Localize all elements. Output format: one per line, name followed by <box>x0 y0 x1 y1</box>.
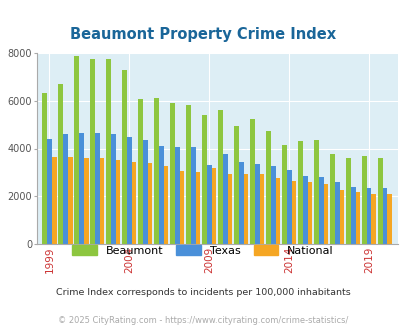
Bar <box>291 181 296 244</box>
Bar <box>227 174 232 244</box>
Bar <box>51 157 56 244</box>
Bar <box>371 194 375 244</box>
Bar <box>63 134 68 244</box>
Bar <box>307 182 311 244</box>
Bar <box>355 191 359 244</box>
Bar <box>217 110 222 244</box>
Bar <box>115 160 120 244</box>
Bar <box>222 154 227 244</box>
Bar <box>265 131 270 244</box>
Bar <box>249 118 254 244</box>
Bar <box>143 140 147 244</box>
Bar <box>74 56 79 244</box>
Bar <box>275 179 280 244</box>
Bar <box>153 98 158 244</box>
Legend: Beaumont, Texas, National: Beaumont, Texas, National <box>68 241 337 260</box>
Bar <box>329 154 334 244</box>
Bar <box>334 182 339 244</box>
Bar <box>185 106 190 244</box>
Bar <box>158 146 163 244</box>
Bar <box>286 170 291 244</box>
Bar <box>211 168 216 244</box>
Bar <box>339 190 343 244</box>
Bar <box>350 187 355 244</box>
Bar <box>254 164 259 244</box>
Bar <box>79 133 83 244</box>
Bar <box>323 184 328 244</box>
Bar <box>233 126 238 244</box>
Bar <box>122 70 126 244</box>
Bar <box>175 147 179 244</box>
Bar <box>202 115 206 244</box>
Bar <box>42 93 47 244</box>
Bar <box>361 156 366 244</box>
Bar <box>58 84 63 244</box>
Bar <box>386 194 391 244</box>
Bar <box>131 162 136 244</box>
Bar <box>179 171 184 244</box>
Bar <box>95 133 100 244</box>
Bar <box>163 166 168 244</box>
Bar <box>138 99 143 244</box>
Bar <box>111 134 115 244</box>
Text: Crime Index corresponds to incidents per 100,000 inhabitants: Crime Index corresponds to incidents per… <box>55 287 350 297</box>
Bar <box>206 165 211 244</box>
Bar <box>382 188 386 244</box>
Bar <box>47 139 51 244</box>
Bar <box>243 174 248 244</box>
Text: Beaumont Property Crime Index: Beaumont Property Crime Index <box>70 27 335 42</box>
Bar <box>297 141 302 244</box>
Bar <box>302 176 307 244</box>
Bar <box>366 188 371 244</box>
Bar <box>126 137 131 244</box>
Bar <box>377 158 382 244</box>
Bar <box>318 177 323 244</box>
Bar <box>106 59 111 244</box>
Bar <box>270 166 275 244</box>
Bar <box>170 103 175 244</box>
Text: © 2025 CityRating.com - https://www.cityrating.com/crime-statistics/: © 2025 CityRating.com - https://www.city… <box>58 315 347 325</box>
Bar <box>90 59 95 244</box>
Bar <box>195 172 200 244</box>
Bar <box>83 158 88 244</box>
Bar <box>259 174 264 244</box>
Bar <box>281 145 286 244</box>
Bar <box>68 157 72 244</box>
Bar <box>100 158 104 244</box>
Bar <box>147 163 152 244</box>
Bar <box>190 147 195 244</box>
Bar <box>345 158 350 244</box>
Bar <box>238 162 243 244</box>
Bar <box>313 140 318 244</box>
